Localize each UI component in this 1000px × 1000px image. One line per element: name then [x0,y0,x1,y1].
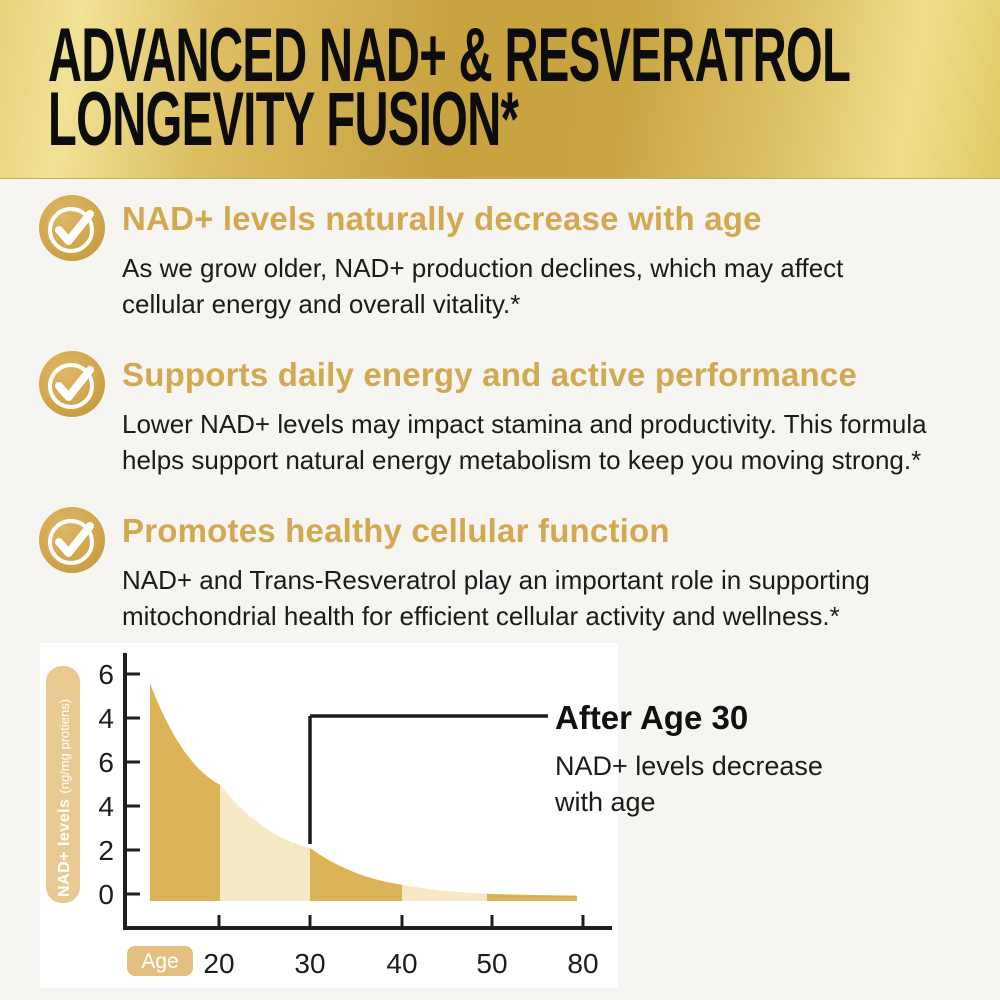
header-banner: ADVANCED NAD+ & RESVERATROL LONGEVITY FU… [0,0,1000,179]
age-axis-badge-label: Age [141,950,178,973]
x-tick-label: 80 [567,948,598,979]
curve-area-segment [402,884,487,901]
annotation-title: After Age 30 [555,699,748,736]
benefit-body: Lower NAD+ levels may impact stamina and… [122,406,927,478]
curve-area-segment [487,893,577,901]
benefit-heading: Promotes healthy cellular function [122,512,670,549]
benefit-body-line: NAD+ and Trans-Resveratrol play an impor… [122,565,870,595]
y-axis-label: NAD+ levels (ng/mg protiens) [56,699,73,897]
y-tick-label: 2 [98,835,114,866]
benefit-body-line: mitochondrial health for efficient cellu… [122,601,840,631]
x-tick-label: 40 [386,948,417,979]
y-tick-label: 6 [98,747,114,778]
x-tick-label: 30 [294,948,325,979]
check-circle-icon [38,506,106,574]
benefit-item-2: Supports daily energy and active perform… [0,350,1000,490]
x-tick-label: 50 [476,948,507,979]
benefit-body-line: As we grow older, NAD+ production declin… [122,253,844,283]
chart-panel [40,643,618,988]
annotation-line: NAD+ levels decrease [555,751,823,781]
benefit-body-line: Lower NAD+ levels may impact stamina and… [122,409,927,439]
curve-area-segment [310,848,402,901]
benefit-body-line: helps support natural energy metabolism … [122,445,922,475]
y-tick-label: 6 [98,659,114,690]
y-axis-label-pill [46,666,80,903]
benefit-body: As we grow older, NAD+ production declin… [122,250,843,322]
y-tick-label: 4 [98,791,114,822]
benefit-item-3: Promotes healthy cellular function NAD+ … [0,506,1000,646]
benefit-body: NAD+ and Trans-Resveratrol play an impor… [122,562,870,634]
x-tick-label: 20 [203,948,234,979]
annotation-line: with age [554,787,656,817]
benefit-heading: NAD+ levels naturally decrease with age [122,200,762,237]
curve-area-segment [220,784,310,901]
y-tick-label: 4 [98,703,114,734]
y-tick-label: 0 [98,879,114,910]
title-line-2: LONGEVITY FUSION* [48,77,519,162]
age-axis-badge [127,946,193,976]
title-line-1: ADVANCED NAD+ & RESVERATROL [48,13,851,98]
benefit-heading: Supports daily energy and active perform… [122,356,858,393]
benefit-body-line: cellular energy and overall vitality.* [122,289,521,319]
page-title: ADVANCED NAD+ & RESVERATROL LONGEVITY FU… [48,13,1000,162]
curve-area-segment [150,683,220,901]
check-circle-icon [38,350,106,418]
benefit-item-1: NAD+ levels naturally decrease with age … [0,194,1000,334]
check-circle-icon [38,194,106,262]
